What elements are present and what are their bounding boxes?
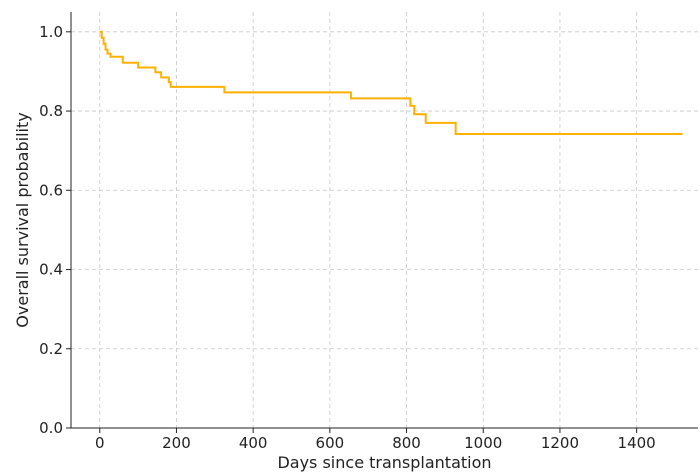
x-tick-label: 0 (95, 434, 105, 452)
axes (66, 12, 698, 433)
x-tick-label: 200 (162, 434, 191, 452)
series-group (99, 30, 683, 136)
x-tick-label: 800 (392, 434, 421, 452)
y-tick-label: 0.8 (39, 102, 63, 120)
grid-lines (71, 12, 698, 429)
x-tick-label: 1000 (464, 434, 502, 452)
x-tick-label: 1400 (618, 434, 656, 452)
y-tick-label: 1.0 (39, 23, 63, 41)
x-tick-label: 1200 (541, 434, 579, 452)
y-tick-label: 0.6 (39, 181, 63, 199)
y-tick-label: 0.0 (39, 419, 63, 437)
y-tick-label: 0.2 (39, 340, 63, 358)
survival-step-line (99, 30, 683, 136)
y-axis-label: Overall survival probability (13, 112, 32, 327)
tick-labels: 0 200 400 600 800 1000 1200 1400 0.0 0.2 0.4 0.6 0.8… (39, 23, 656, 452)
x-axis-label: Days since transplantation (277, 453, 491, 472)
y-tick-label: 0.4 (39, 261, 63, 279)
x-tick-label: 400 (239, 434, 268, 452)
x-tick-label: 600 (316, 434, 345, 452)
